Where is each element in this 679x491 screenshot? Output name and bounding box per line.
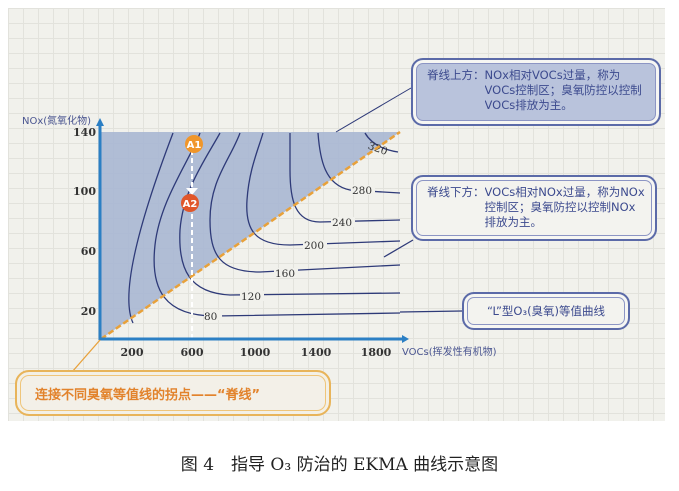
figure-caption: 图 4 指导 O₃ 防治的 EKMA 曲线示意图	[180, 455, 499, 475]
y-tick: 60	[81, 245, 97, 258]
contour-160	[209, 132, 401, 273]
x-axis-label: VOCs(挥发性有机物)	[402, 345, 497, 358]
x-axis-arrow	[402, 335, 409, 343]
contour-label: 280	[352, 185, 372, 197]
contour-label: 200	[304, 240, 324, 252]
contour-280	[317, 132, 401, 194]
x-tick: 1000	[240, 346, 271, 359]
callout-voc-control: 脊线上方： NOx相对VOCs过量，称为VOCs控制区；臭氧防控以控制VOCs排…	[411, 58, 661, 126]
contour-label: 160	[275, 268, 295, 280]
y-axis-arrow	[96, 118, 104, 126]
contour-240	[289, 133, 401, 223]
contour-label: 120	[241, 291, 261, 303]
callout-body: VOCs相对NOx过量，称为NOx控制区；臭氧防控以控制NOx排放为主。	[484, 185, 645, 229]
ridge-line	[100, 130, 401, 341]
x-tick: 1400	[301, 346, 332, 359]
y-axis-label: NOx(氮氧化物)	[22, 114, 91, 127]
contour-80	[153, 132, 401, 317]
callout-pointer	[383, 239, 414, 258]
contour-label: 240	[332, 217, 352, 229]
callout-body: NOx相对VOCs过量，称为VOCs控制区；臭氧防控以控制VOCs排放为主。	[484, 68, 642, 112]
contour-lowest	[128, 132, 174, 324]
contour-labels: 80 120 160 200 240 280 320	[204, 140, 389, 323]
callout-pointer	[335, 87, 412, 133]
x-tick: 200	[121, 346, 144, 359]
x-tick: 600	[181, 346, 204, 359]
y-tick: 20	[81, 305, 97, 318]
point-a1	[185, 135, 203, 153]
callout-pointer	[399, 310, 463, 313]
contour-120	[179, 132, 401, 296]
arrow-down-icon	[186, 188, 198, 195]
callout-head: 脊线下方：	[427, 185, 485, 199]
ridge-pointer	[71, 339, 101, 373]
callout-head: 脊线上方：	[427, 68, 485, 82]
contour-200	[246, 132, 401, 246]
y-tick: 100	[73, 185, 96, 198]
ridge-callout: 连接不同臭氧等值线的拐点——“脊线”	[15, 370, 331, 416]
point-a2-label: A2	[183, 199, 198, 210]
callout-nox-control: 脊线下方： VOCs相对NOx过量，称为NOx控制区；臭氧防控以控制NOx排放为…	[411, 175, 657, 241]
point-a1-label: A1	[187, 140, 202, 151]
contour-label: 80	[204, 311, 217, 323]
point-a2	[181, 194, 199, 212]
y-tick: 140	[73, 126, 96, 139]
x-tick: 1800	[361, 346, 392, 359]
callout-l-curve: “L”型O₃(臭氧)等值曲线	[462, 292, 630, 330]
